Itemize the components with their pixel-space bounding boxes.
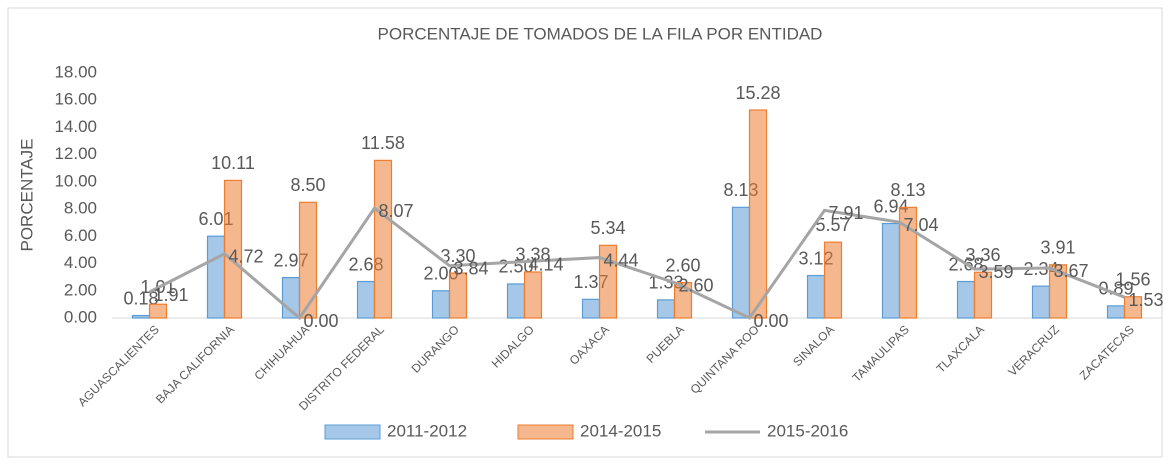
data-label: 5.34 [590,218,625,238]
legend-label: 2015-2016 [767,421,848,440]
data-label: 7.91 [829,203,864,223]
bar [373,159,393,319]
legend-label: 2014-2015 [580,421,661,440]
bar [131,314,151,319]
chart-border [7,7,1163,458]
data-label: 2.60 [679,275,714,295]
bar [656,299,676,319]
data-label: 1.53 [1129,290,1164,310]
data-label: 3.91 [1040,238,1075,258]
data-label: 4.14 [529,254,564,274]
bar [881,222,901,319]
data-label: 8.13 [890,180,925,200]
data-label: 10.11 [211,153,255,173]
line [148,206,1126,321]
data-label: 8.07 [379,201,414,221]
data-label: 4.72 [229,247,264,267]
bar [1123,296,1143,319]
data-label: 8.50 [290,175,325,195]
y-axis-label: PORCENTAJE [17,138,36,251]
y-tick-label: 6.00 [64,226,97,245]
bar [148,303,168,319]
data-label: 3.36 [965,245,1000,265]
bar [1048,264,1068,319]
data-label: 0.89 [1098,279,1133,299]
data-label: 0.00 [304,311,339,331]
bar [223,179,243,319]
bar [581,298,601,319]
y-tick-label: 12.00 [54,144,97,163]
bar [206,235,226,319]
data-label: 5.57 [815,215,850,235]
data-label: 15.28 [735,83,780,103]
bar [956,280,976,319]
bar [298,201,318,319]
data-label: 2.60 [665,255,700,275]
bar [431,290,451,319]
bar [523,271,543,319]
data-label: 3.59 [979,262,1014,282]
y-tick-label: 10.00 [54,171,97,190]
data-label: 3.67 [1054,261,1089,281]
bar [748,109,768,319]
data-label: 3.30 [440,246,475,266]
legend-label: 2011-2012 [387,421,467,440]
bar [898,206,918,319]
y-tick-label: 18.00 [54,62,97,81]
bar [448,272,468,319]
data-label: 1.91 [154,285,189,305]
y-tick-label: 16.00 [54,90,97,109]
data-label: 1.56 [1115,270,1150,290]
data-label: 4.44 [604,250,639,270]
bar [356,280,376,319]
data-label: 11.58 [361,133,405,153]
bar [506,283,526,319]
bar [731,206,751,319]
bar [806,274,826,319]
y-tick-label: 4.00 [64,253,97,272]
bar [673,282,693,319]
y-tick-label: 0.00 [64,307,97,326]
bar [598,244,618,319]
legend-swatch [324,424,381,440]
bar [1106,305,1126,319]
y-tick-label: 2.00 [64,280,97,299]
data-label: 0.00 [754,311,789,331]
data-label: 7.04 [904,215,939,235]
bar [1031,285,1051,319]
bar [973,271,993,319]
legend-swatch [517,424,574,440]
data-label: 0.18 [123,288,158,308]
chart-title: PORCENTAJE DE TOMADOS DE LA FILA POR ENT… [378,24,823,43]
y-tick-label: 14.00 [54,117,97,136]
y-tick-label: 8.00 [64,199,97,218]
bar [823,241,843,319]
data-label: 3.84 [454,258,489,278]
